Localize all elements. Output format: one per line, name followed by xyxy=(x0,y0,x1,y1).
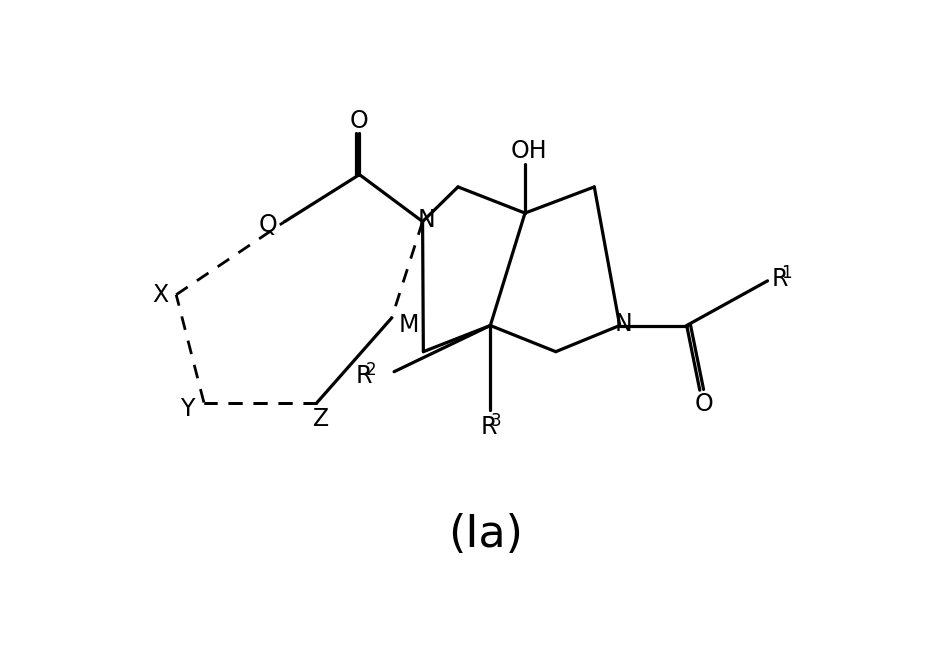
Text: R: R xyxy=(355,364,372,388)
Text: Q: Q xyxy=(259,214,277,237)
Text: R: R xyxy=(772,267,788,291)
Text: N: N xyxy=(418,208,436,232)
Text: Y: Y xyxy=(180,396,194,421)
Text: M: M xyxy=(399,314,419,337)
Text: R: R xyxy=(481,415,497,439)
Text: O: O xyxy=(694,392,713,416)
Text: OH: OH xyxy=(510,140,547,163)
Text: 3: 3 xyxy=(491,412,502,430)
Text: 2: 2 xyxy=(366,361,376,378)
Text: N: N xyxy=(615,312,633,336)
Text: O: O xyxy=(350,110,368,134)
Text: 1: 1 xyxy=(781,264,792,282)
Text: (Ia): (Ia) xyxy=(448,513,523,556)
Text: Z: Z xyxy=(313,407,329,431)
Text: X: X xyxy=(152,283,169,306)
